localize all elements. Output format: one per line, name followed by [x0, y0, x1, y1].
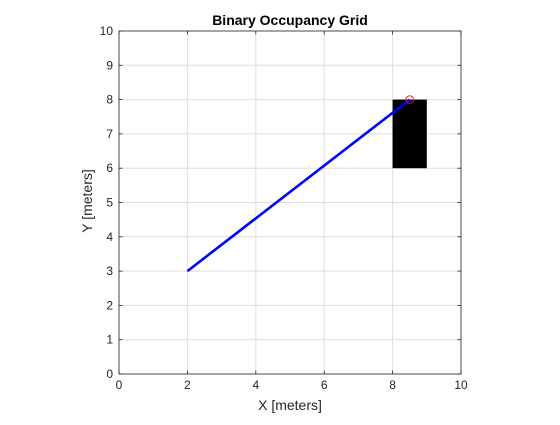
- x-tick-label: 0: [116, 378, 123, 392]
- x-tick-label: 2: [184, 378, 191, 392]
- data-series: [186, 95, 414, 273]
- x-tick-label: 8: [389, 378, 396, 392]
- y-tick-label: 7: [106, 127, 113, 141]
- x-tick-label: 4: [252, 378, 259, 392]
- y-tick-label: 3: [106, 264, 113, 278]
- y-tick-label: 5: [106, 196, 113, 210]
- y-axis-label: Y [meters]: [79, 169, 95, 233]
- chart-title: Binary Occupancy Grid: [212, 12, 368, 28]
- y-tick-label: 8: [106, 93, 113, 107]
- y-tick-label: 1: [106, 333, 113, 347]
- x-axis-label: X [meters]: [258, 397, 322, 413]
- goal-marker: [405, 95, 414, 104]
- path-line: [186, 98, 411, 273]
- occupied-regions: [392, 99, 427, 169]
- y-tick-label: 4: [106, 230, 113, 244]
- y-tick-label: 2: [106, 298, 113, 312]
- y-tick-label: 6: [106, 161, 113, 175]
- y-tick-label: 0: [106, 367, 113, 381]
- x-tick-label: 6: [321, 378, 328, 392]
- y-tick-label: 10: [100, 24, 114, 38]
- axis-ticks: 0 2 4 6 8 10 0 1 2 3 4 5 6 7 8 9 10: [100, 24, 468, 392]
- occupied-cell: [392, 99, 427, 169]
- x-tick-label: 10: [454, 378, 468, 392]
- y-tick-label: 9: [106, 58, 113, 72]
- grid-lines: [118, 30, 462, 375]
